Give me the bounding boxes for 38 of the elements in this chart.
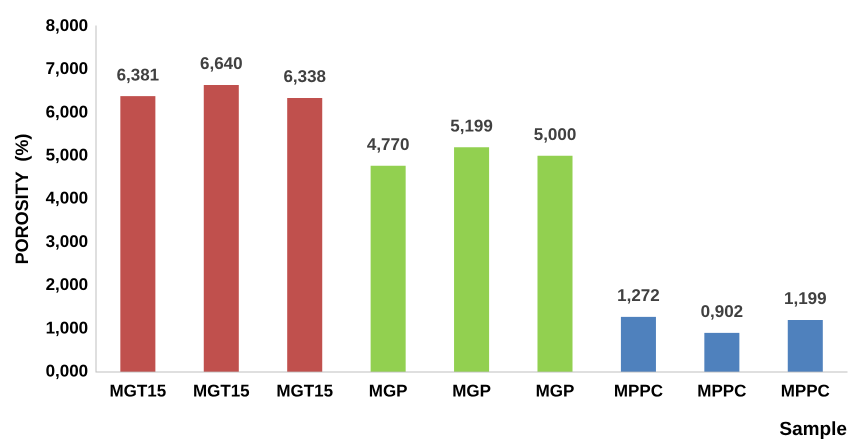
- bar: [120, 96, 156, 372]
- data-label: 0,902: [700, 302, 744, 322]
- y-tick-label: 4,000: [46, 188, 88, 208]
- bar: [454, 147, 490, 372]
- data-label: 1,199: [784, 289, 827, 308]
- x-tick-label: MPPC: [614, 382, 663, 401]
- data-label: 5,199: [450, 116, 493, 136]
- x-tick-label: MGT15: [110, 382, 166, 401]
- bar: [370, 166, 406, 372]
- y-tick-label: 5,000: [46, 145, 88, 164]
- bar: [620, 316, 656, 372]
- y-tick-label: 2,000: [46, 275, 88, 294]
- x-tick-label: MPPC: [697, 382, 746, 401]
- x-tick-label: MGP: [536, 382, 574, 401]
- y-tick-label: 8,000: [46, 16, 88, 35]
- x-axis-title: Sample: [779, 418, 847, 440]
- y-tick-label: 1,000: [46, 318, 88, 338]
- y-tick-label: 3,000: [46, 232, 88, 251]
- bar: [204, 84, 239, 372]
- data-label: 6,640: [200, 54, 243, 74]
- x-tick-label: MGP: [368, 382, 408, 401]
- data-label: 6,381: [116, 65, 160, 84]
- bar: [287, 98, 322, 372]
- bar: [704, 332, 740, 372]
- data-label: 1,272: [617, 286, 660, 306]
- x-tick-label: MGT15: [192, 382, 250, 401]
- y-tick-label: 6,000: [46, 102, 88, 122]
- data-label: 5,000: [534, 124, 576, 144]
- x-tick-label: MGT15: [276, 382, 334, 401]
- y-tick-label: 0,000: [46, 361, 88, 380]
- y-tick-label: 7,000: [46, 59, 88, 78]
- data-label: 6,338: [283, 67, 326, 86]
- y-axis-title: POROSITY (%): [12, 134, 32, 264]
- x-tick-label: MPPC: [780, 382, 830, 401]
- bar: [537, 156, 573, 372]
- x-tick-label: MGP: [452, 382, 491, 401]
- bar: [788, 320, 823, 372]
- data-label: 4,770: [366, 134, 410, 154]
